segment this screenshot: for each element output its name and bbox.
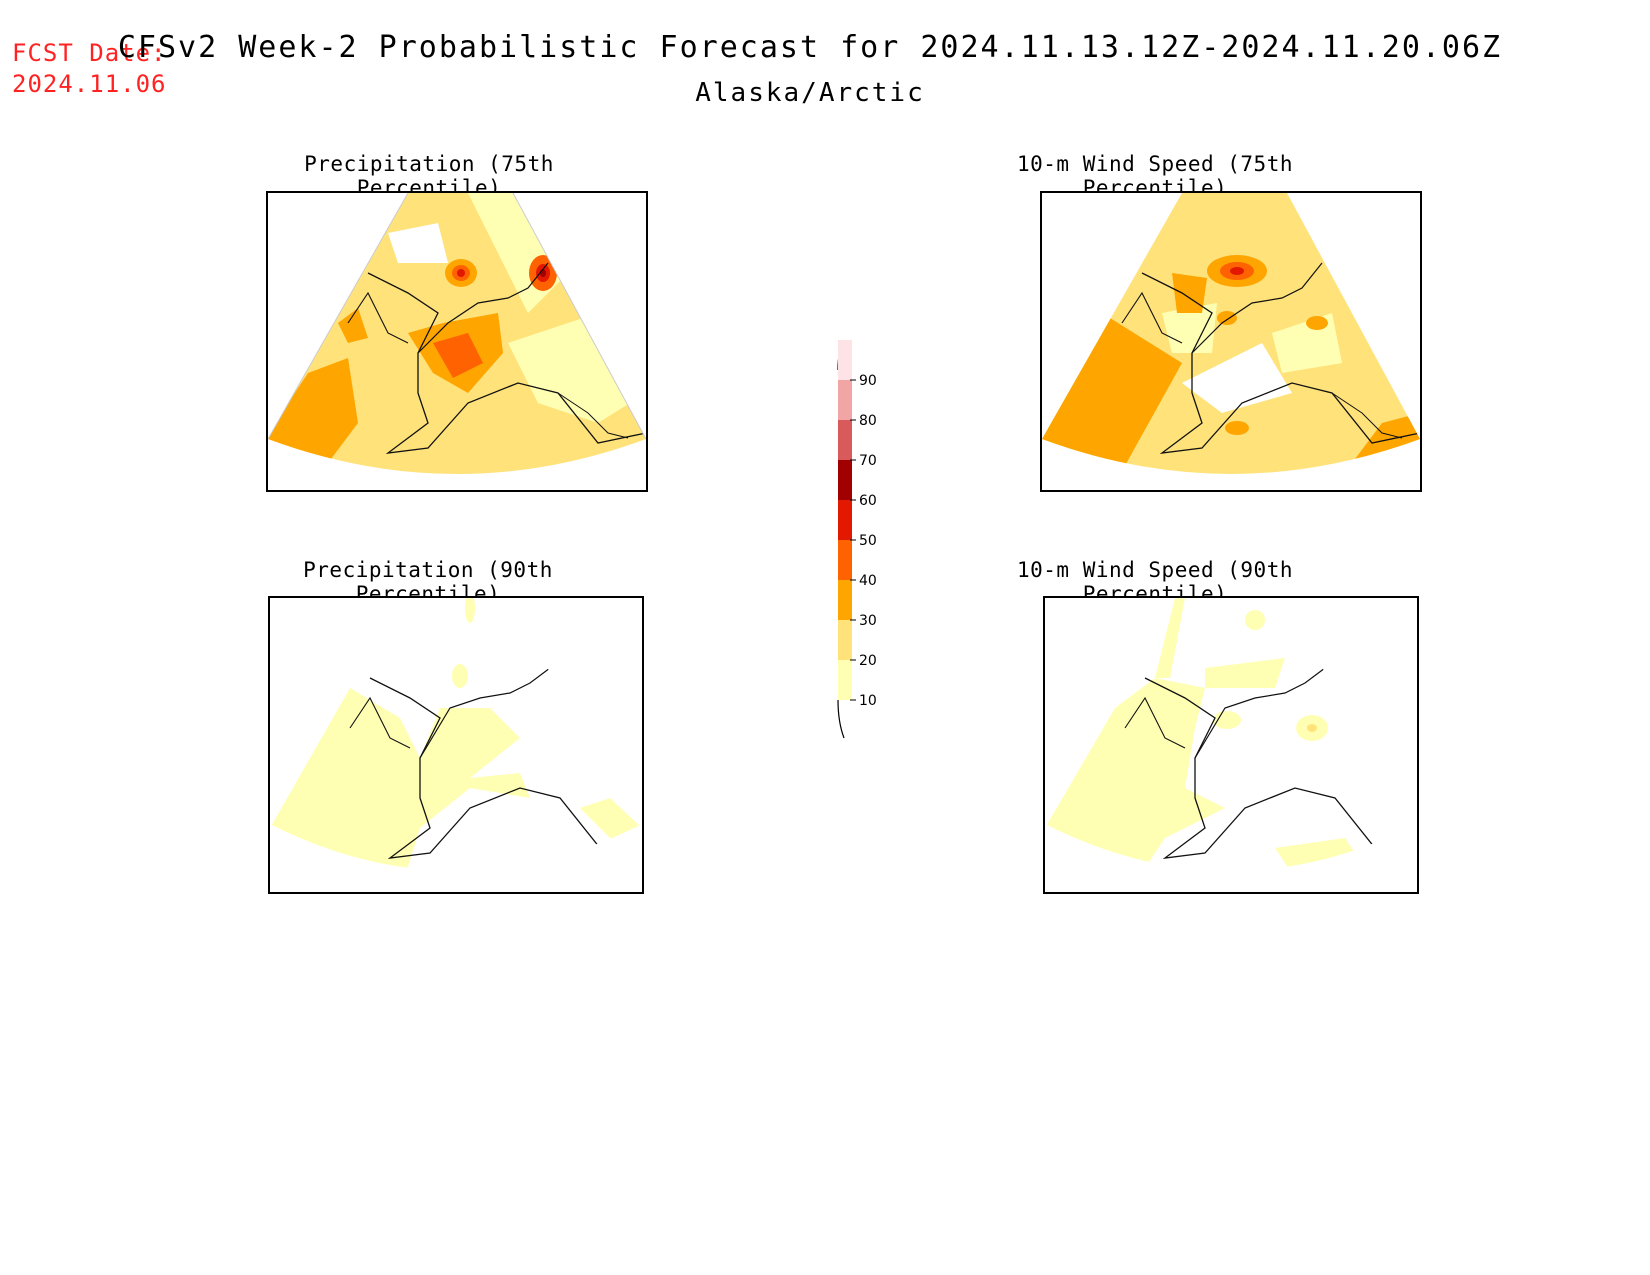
legend-label-70: 70 xyxy=(859,453,877,469)
legend-label-10: 10 xyxy=(859,693,877,709)
legend-swatch-10 xyxy=(838,660,852,700)
legend-swatch-40 xyxy=(838,540,852,580)
forecast-date-block: FCST Date: 2024.11.06 xyxy=(12,38,167,100)
legend-label-20: 20 xyxy=(859,653,877,669)
legend-swatch-20 xyxy=(838,620,852,660)
legend-label-50: 50 xyxy=(859,533,877,549)
legend-label-90: 90 xyxy=(859,373,877,389)
panel-title-wind-75: 10-m Wind Speed (75th Percentile) xyxy=(1016,152,1293,200)
region-subtitle: Alaska/Arctic xyxy=(695,78,925,108)
legend-colorbar: 10 20 30 40 50 60 70 80 90 xyxy=(837,340,877,739)
legend-label-40: 40 xyxy=(859,573,877,589)
map-panel-wind-90 xyxy=(1043,596,1419,894)
probability-legend: 10 20 30 40 50 60 70 80 90 xyxy=(820,330,890,754)
legend-label-60: 60 xyxy=(859,493,877,509)
legend-swatch-30 xyxy=(838,580,852,620)
legend-label-80: 80 xyxy=(859,413,877,429)
legend-label-30: 30 xyxy=(859,613,877,629)
legend-swatch-90 xyxy=(838,340,852,380)
legend-swatch-70 xyxy=(838,420,852,460)
legend-swatch-60 xyxy=(838,460,852,500)
map-panel-precip-75 xyxy=(266,191,648,492)
legend-swatch-80 xyxy=(838,380,852,420)
map-panel-wind-75 xyxy=(1040,191,1422,492)
legend-swatch-50 xyxy=(838,500,852,540)
forecast-date-value: 2024.11.06 xyxy=(12,70,167,98)
page-title: CFSv2 Week-2 Probabilistic Forecast for … xyxy=(117,30,1503,65)
forecast-date-label: FCST Date: xyxy=(12,39,167,67)
map-panel-precip-90 xyxy=(268,596,644,894)
